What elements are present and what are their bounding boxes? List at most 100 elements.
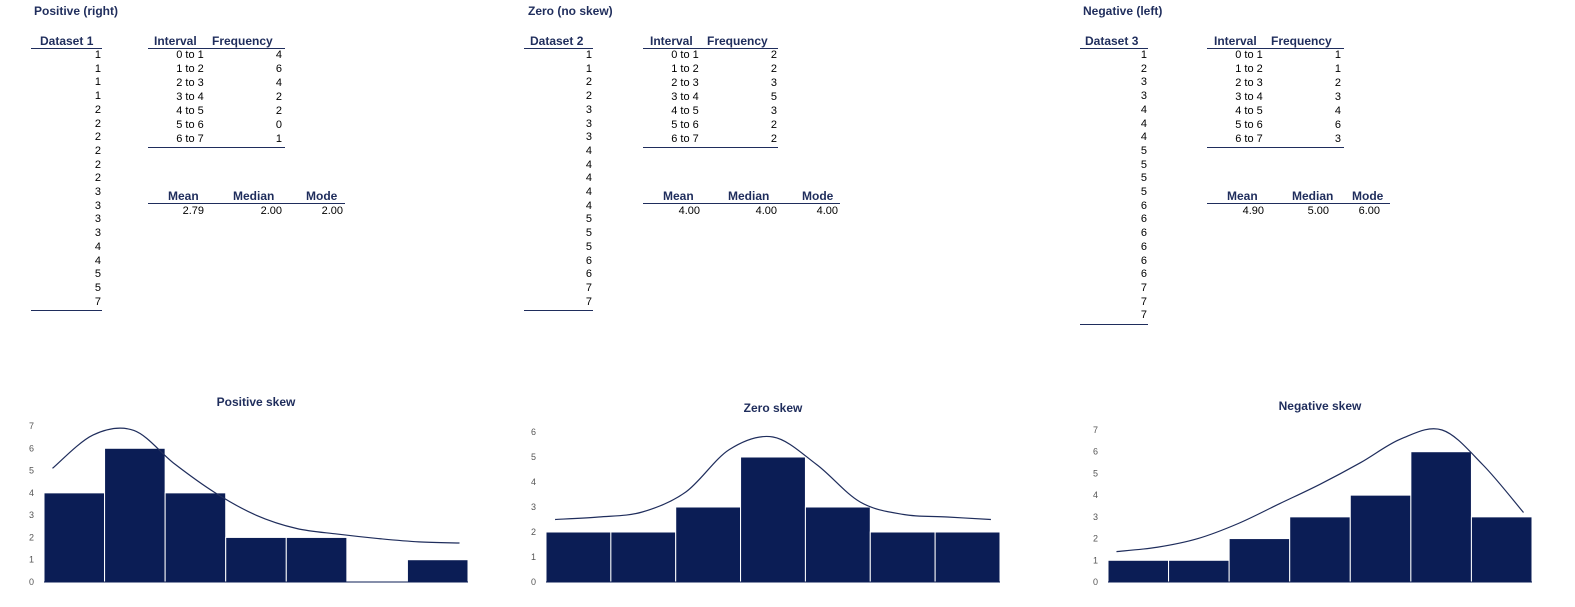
freq-header-rule — [1207, 48, 1344, 49]
dataset-header: Dataset 2 — [530, 34, 584, 48]
mode-value: 2.00 — [321, 205, 343, 217]
y-tick-label: 6 — [1093, 447, 1098, 457]
dataset-value: 6 — [1140, 254, 1147, 267]
frequency-cell: 2 — [770, 119, 777, 131]
frequency-cell: 0 — [275, 119, 282, 131]
median-value: 4.00 — [755, 205, 777, 217]
median-header: Median — [728, 189, 770, 203]
dataset-header-rule — [1080, 48, 1148, 49]
dataset-value: 7 — [1140, 295, 1147, 308]
dataset-value: 5 — [1140, 158, 1147, 171]
chart-zero-skew: Zero skew 0 1 2 3 4 5 6 — [531, 401, 1001, 587]
freq-bottom-rule — [643, 147, 778, 148]
bar — [869, 531, 936, 583]
interval-cell: 4 to 5 — [671, 105, 699, 117]
dataset-value: 5 — [94, 281, 101, 294]
dataset-value: 5 — [1140, 144, 1147, 157]
median-header: Median — [1292, 189, 1334, 203]
dataset-bottom-rule — [524, 310, 593, 312]
panel-title: Negative (left) — [1083, 4, 1163, 18]
interval-cell: 0 to 1 — [1235, 49, 1263, 61]
bar — [1410, 451, 1472, 583]
median-header: Median — [233, 189, 275, 203]
panel-title: Zero (no skew) — [528, 4, 613, 18]
dataset-value: 6 — [1140, 227, 1147, 240]
y-tick-label: 4 — [531, 477, 536, 487]
dataset-value: 2 — [94, 117, 101, 130]
frequency-cell: 2 — [275, 91, 282, 103]
interval-cell: 6 to 7 — [1235, 133, 1263, 145]
distribution-curve — [555, 435, 991, 521]
y-tick-label: 2 — [531, 527, 536, 537]
dataset-value: 1 — [585, 49, 592, 61]
bar — [1228, 538, 1291, 583]
frequency-cell: 1 — [275, 133, 282, 145]
dataset-header-rule — [524, 48, 593, 49]
dataset-bottom-rule — [1080, 324, 1148, 325]
frequency-cell: 3 — [770, 77, 777, 89]
y-tick-label: 6 — [531, 427, 536, 437]
frequency-cell: 2 — [770, 63, 777, 75]
chart-title: Zero skew — [744, 401, 803, 415]
dataset-value: 7 — [1140, 281, 1147, 294]
interval-cell: 4 to 5 — [1235, 105, 1263, 117]
stats-header-rule — [643, 203, 840, 204]
mean-value: 4.00 — [678, 205, 700, 217]
dataset-value: 3 — [585, 117, 592, 130]
y-tick-label: 4 — [29, 488, 34, 498]
dataset-value: 6 — [585, 268, 592, 281]
mode-header: Mode — [1352, 189, 1384, 203]
dataset-value: 5 — [94, 268, 101, 281]
dataset-value: 4 — [585, 158, 592, 171]
y-tick-label: 0 — [531, 577, 536, 587]
dataset-value: 3 — [1140, 90, 1147, 103]
y-tick-label: 0 — [29, 577, 34, 587]
y-tick-label: 5 — [29, 466, 34, 476]
dataset-value: 6 — [1140, 268, 1147, 281]
freq-bottom-rule — [148, 147, 285, 148]
dataset-value: 5 — [1140, 172, 1147, 185]
chart-title: Positive skew — [217, 395, 296, 409]
dataset-header-rule — [31, 48, 102, 49]
mean-header: Mean — [168, 189, 199, 203]
bar — [104, 447, 166, 583]
interval-cell: 3 to 4 — [671, 91, 699, 103]
interval-cell: 2 to 3 — [176, 77, 204, 89]
y-tick-label: 1 — [29, 555, 34, 565]
dataset-value: 2 — [94, 172, 101, 185]
median-value: 2.00 — [260, 205, 282, 217]
y-tick-label: 2 — [1093, 534, 1098, 544]
y-tick-label: 0 — [1093, 577, 1098, 587]
bar — [740, 456, 806, 583]
mode-value: 4.00 — [816, 205, 838, 217]
interval-cell: 2 to 3 — [671, 77, 699, 89]
y-tick-label: 7 — [29, 421, 34, 431]
mean-header: Mean — [1227, 189, 1258, 203]
dataset-value: 4 — [1140, 117, 1147, 130]
dataset-value: 3 — [585, 131, 592, 144]
interval-cell: 1 to 2 — [176, 63, 204, 75]
dataset-value: 1 — [94, 49, 101, 61]
bar — [675, 506, 742, 583]
dataset-value: 6 — [1140, 199, 1147, 212]
interval-cell: 4 to 5 — [176, 105, 204, 117]
stats-header-rule — [148, 203, 345, 204]
dataset-value: 7 — [94, 295, 101, 308]
dataset-value: 6 — [1140, 213, 1147, 226]
interval-cell: 5 to 6 — [176, 119, 204, 131]
y-tick-label: 7 — [1093, 425, 1098, 435]
frequency-cell: 2 — [275, 105, 282, 117]
frequency-cell: 5 — [770, 91, 777, 103]
frequency-cell: 6 — [1334, 119, 1341, 131]
dataset-value: 4 — [1140, 103, 1147, 116]
frequency-cell: 4 — [1334, 105, 1341, 117]
frequency-cell: 2 — [770, 49, 777, 61]
dataset-value: 2 — [94, 158, 101, 171]
frequency-cell: 3 — [770, 105, 777, 117]
distribution-curve — [1116, 428, 1524, 553]
dataset-value: 5 — [585, 240, 592, 253]
bar — [1470, 516, 1533, 583]
